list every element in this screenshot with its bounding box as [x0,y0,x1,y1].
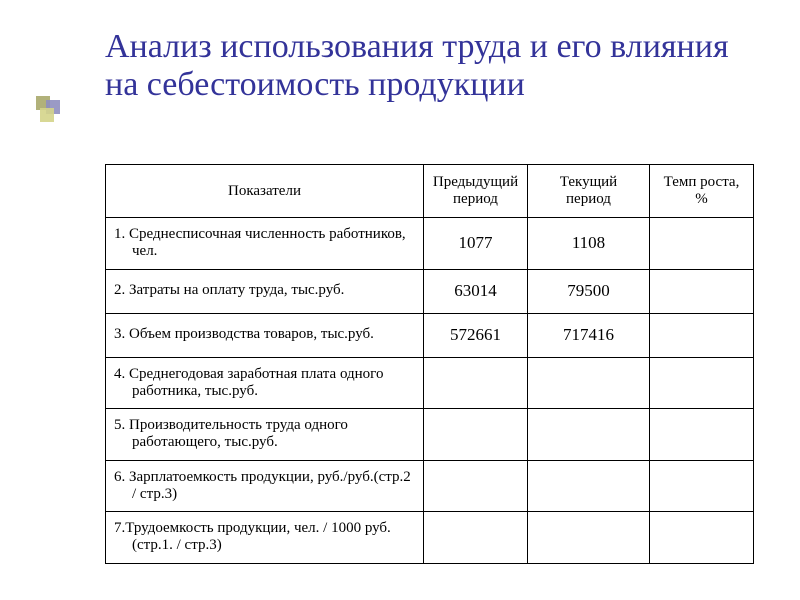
data-table: Показатели Предыдущий период Текущий пер… [105,164,754,564]
table-row: 6. Зарплатоемкость продукции, руб./руб.(… [106,460,754,512]
table-row: 4. Среднегодовая заработная плата одного… [106,357,754,409]
row-label: 7.Трудоемкость продукции, чел. / 1000 ру… [106,512,424,564]
title-bullet-icon [36,96,66,126]
table-row: 1. Среднесписочная численность работнико… [106,218,754,270]
row-rate [650,218,754,270]
row-rate [650,409,754,461]
row-label: 1. Среднесписочная численность работнико… [106,218,424,270]
page-title: Анализ использования труда и его влияния… [105,28,760,104]
table-header-row: Показатели Предыдущий период Текущий пер… [106,165,754,218]
row-prev [424,460,528,512]
row-label: 5. Производительность труда одного работ… [106,409,424,461]
row-curr: 79500 [528,269,650,313]
table-row: 3. Объем производства товаров, тыс.руб. … [106,313,754,357]
row-prev [424,409,528,461]
row-rate [650,269,754,313]
row-curr [528,357,650,409]
row-rate [650,512,754,564]
table-row: 7.Трудоемкость продукции, чел. / 1000 ру… [106,512,754,564]
row-rate [650,460,754,512]
row-curr [528,460,650,512]
row-label: 3. Объем производства товаров, тыс.руб. [106,313,424,357]
row-label: 4. Среднегодовая заработная плата одного… [106,357,424,409]
col-header-indicators: Показатели [106,165,424,218]
row-curr [528,512,650,564]
row-label: 6. Зарплатоемкость продукции, руб./руб.(… [106,460,424,512]
col-header-curr-period: Текущий период [528,165,650,218]
row-curr: 717416 [528,313,650,357]
title-container: Анализ использования труда и его влияния… [105,28,760,104]
row-prev [424,512,528,564]
data-table-container: Показатели Предыдущий период Текущий пер… [105,164,753,564]
table-body: 1. Среднесписочная численность работнико… [106,218,754,564]
row-curr: 1108 [528,218,650,270]
row-prev: 1077 [424,218,528,270]
row-prev: 572661 [424,313,528,357]
row-rate [650,357,754,409]
col-header-prev-period: Предыдущий период [424,165,528,218]
col-header-growth-rate: Темп роста, % [650,165,754,218]
row-rate [650,313,754,357]
table-row: 5. Производительность труда одного работ… [106,409,754,461]
row-label: 2. Затраты на оплату труда, тыс.руб. [106,269,424,313]
row-prev: 63014 [424,269,528,313]
bullet-square [40,108,54,122]
row-prev [424,357,528,409]
slide: Анализ использования труда и его влияния… [0,0,800,600]
row-curr [528,409,650,461]
table-row: 2. Затраты на оплату труда, тыс.руб. 630… [106,269,754,313]
